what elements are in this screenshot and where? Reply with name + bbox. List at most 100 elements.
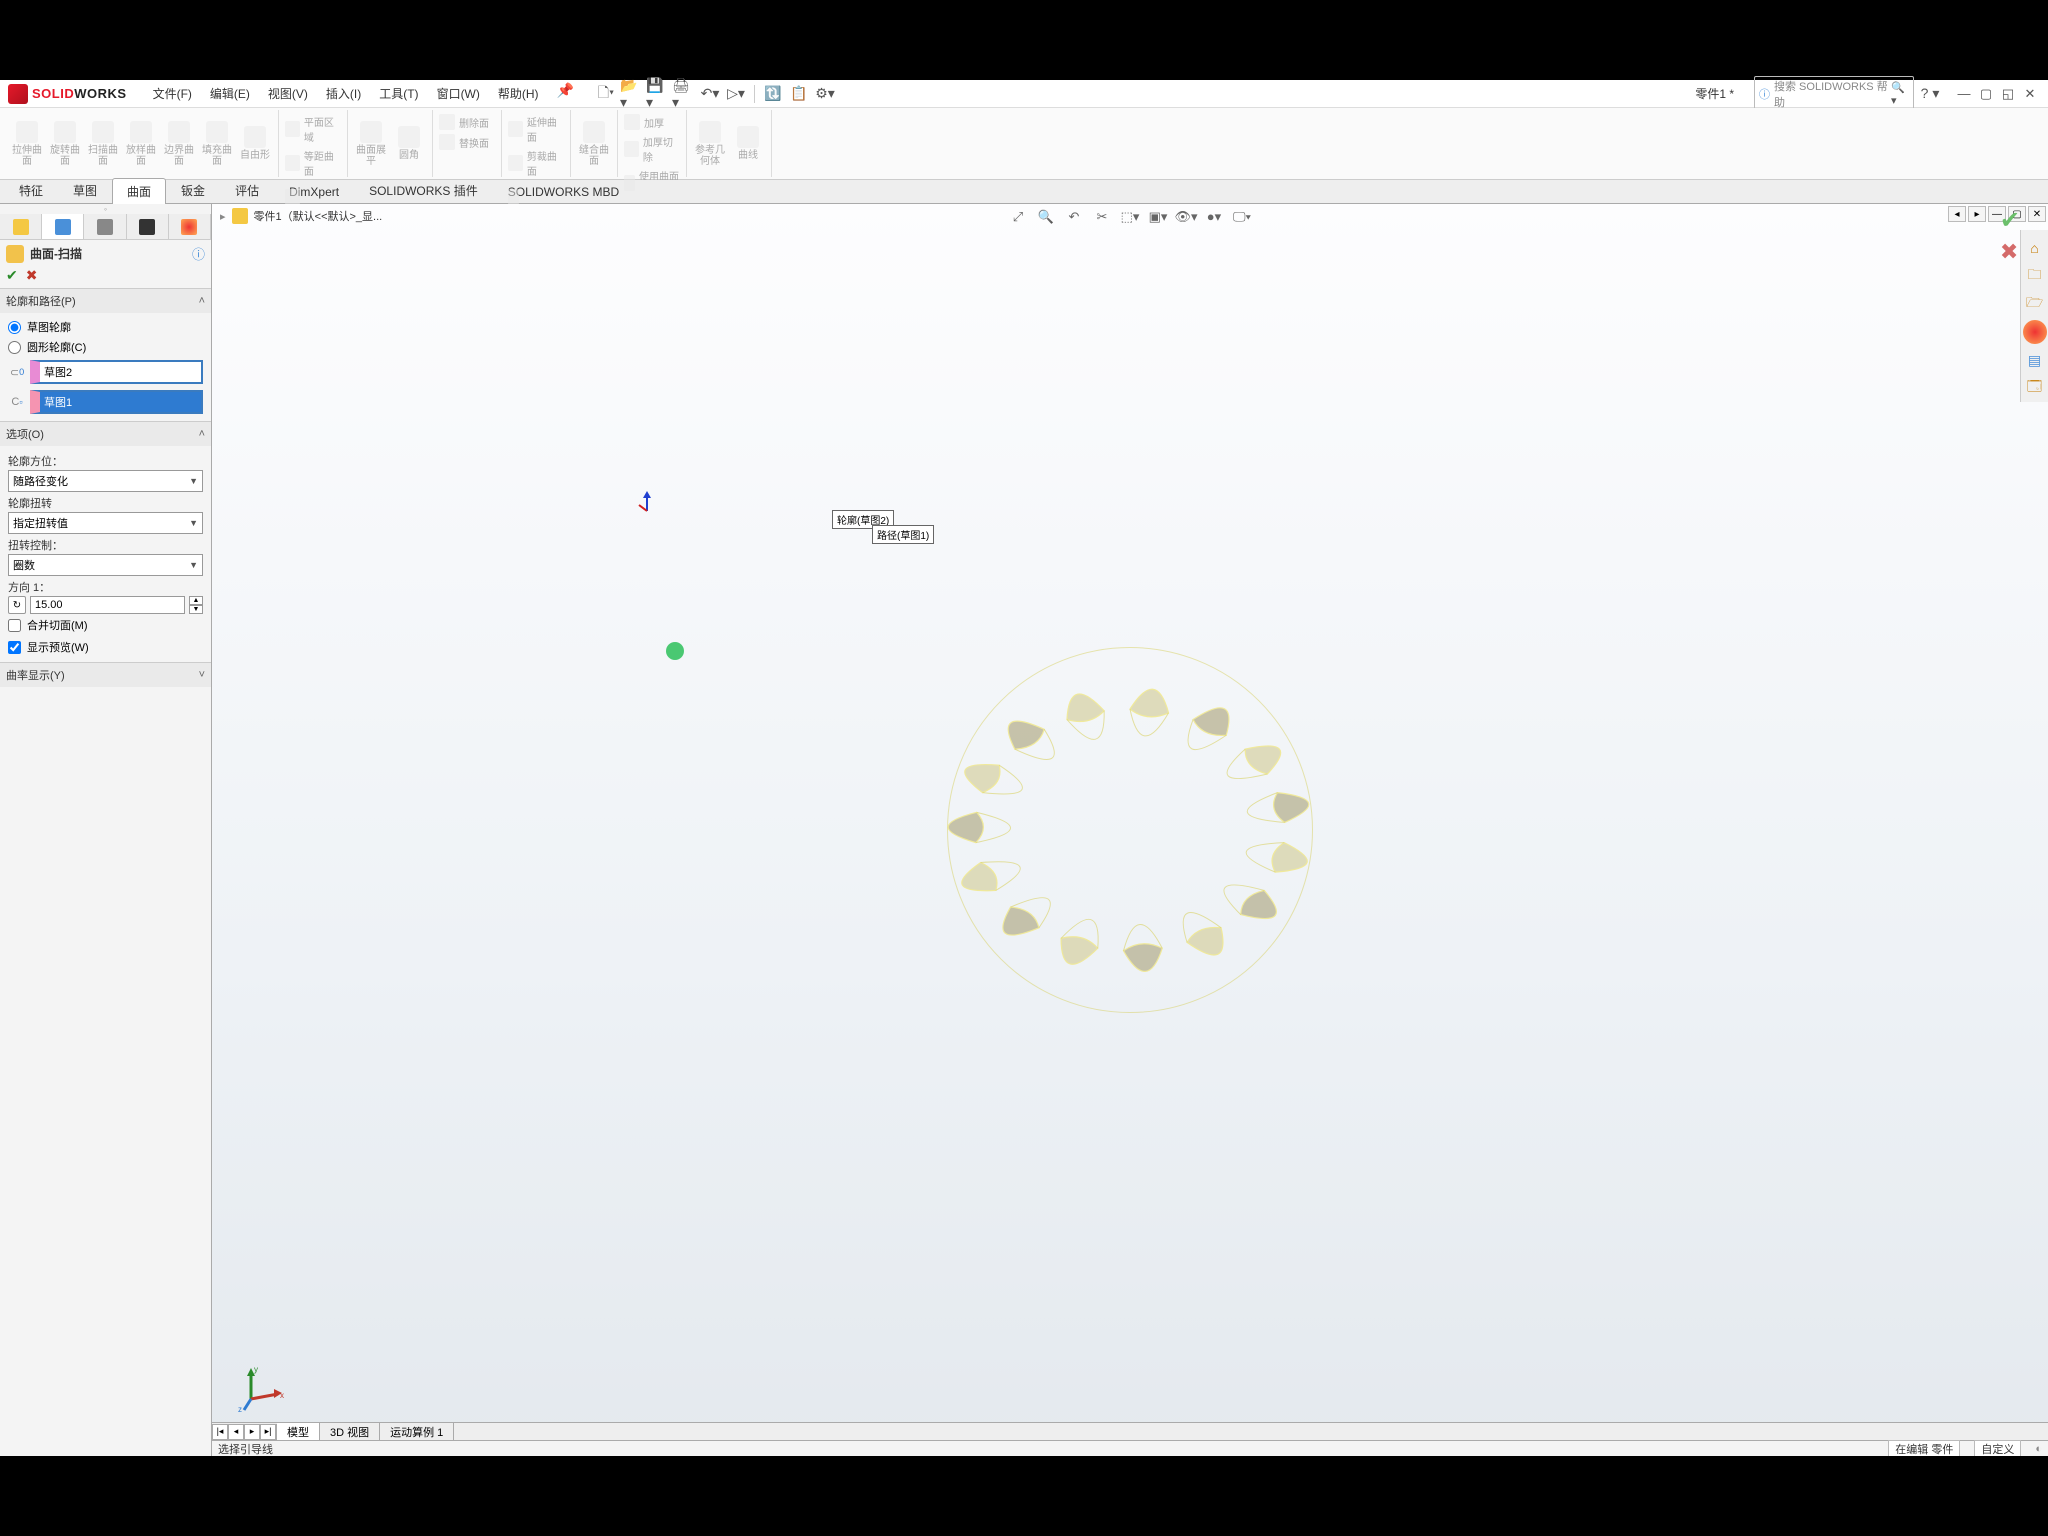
- rebuild-icon[interactable]: 🔃: [761, 83, 785, 105]
- ribbon-filled-surface[interactable]: 填充曲面: [198, 110, 236, 177]
- select-icon[interactable]: ▷▾: [724, 83, 748, 105]
- view-orient-icon[interactable]: ⬚▾: [1117, 206, 1143, 228]
- ribbon-swept-surface[interactable]: 扫描曲面: [84, 110, 122, 177]
- ribbon-planar-surface[interactable]: 平面区域: [285, 112, 341, 146]
- tp-design-lib-icon[interactable]: 🗀: [2023, 264, 2047, 288]
- status-question-icon[interactable]: ◐: [2035, 1443, 2042, 1455]
- menu-edit[interactable]: 编辑(E): [202, 82, 258, 105]
- tp-file-explorer-icon[interactable]: 🗁: [2023, 292, 2047, 316]
- zoom-fit-icon[interactable]: ⤢: [1005, 206, 1031, 228]
- spin-direction1-input[interactable]: [30, 596, 185, 614]
- search-icon[interactable]: 🔍▾: [1891, 81, 1909, 107]
- options-icon[interactable]: ⚙▾: [813, 83, 837, 105]
- mdi-close[interactable]: ✕: [2028, 206, 2046, 222]
- ribbon-replace-face[interactable]: 替换面: [439, 132, 495, 152]
- breadcrumb-expand-icon[interactable]: ▸: [220, 210, 226, 223]
- bt-tab-3dview[interactable]: 3D 视图: [320, 1423, 380, 1441]
- tab-features[interactable]: 特征: [4, 177, 58, 203]
- view-triad-icon[interactable]: x y z: [236, 1364, 286, 1414]
- ribbon-thicken-cut[interactable]: 加厚切除: [624, 132, 680, 166]
- pm-tab-dimxpert[interactable]: [127, 214, 169, 239]
- path-field[interactable]: 草图1: [30, 390, 203, 414]
- ribbon-extend-surface[interactable]: 延伸曲面: [508, 112, 564, 146]
- ribbon-freeform[interactable]: 自由形: [236, 110, 274, 177]
- apply-scene-icon[interactable]: 🖵▾: [1229, 206, 1255, 228]
- pm-sec-head-profile-path[interactable]: 轮廓和路径(P) ˄: [0, 289, 211, 313]
- confirm-cancel-icon[interactable]: ✖: [2000, 239, 2020, 265]
- help-dropdown-icon[interactable]: ? ▾: [1918, 83, 1942, 105]
- graphics-viewport[interactable]: ▸ 零件1（默认<<默认>_显... ⤢ 🔍 ↶ ✂ ⬚▾ ▣▾ 👁▾ ●▾ 🖵…: [212, 204, 2048, 1456]
- pm-help-icon[interactable]: ⓘ: [192, 244, 205, 263]
- callout-path[interactable]: 路径(草图1): [872, 525, 934, 544]
- check-show-preview[interactable]: 显示预览(W): [8, 636, 203, 658]
- restore-button[interactable]: ▢: [1976, 85, 1996, 103]
- pm-tab-config[interactable]: [84, 214, 126, 239]
- tab-evaluate[interactable]: 评估: [220, 177, 274, 203]
- open-icon[interactable]: 📂▾: [620, 83, 644, 105]
- menu-insert[interactable]: 插入(I): [318, 82, 369, 105]
- pm-tab-property-manager[interactable]: [42, 214, 84, 239]
- ribbon-extruded-surface[interactable]: 拉伸曲面: [8, 110, 46, 177]
- display-style-icon[interactable]: ▣▾: [1145, 206, 1171, 228]
- ribbon-revolved-surface[interactable]: 旋转曲面: [46, 110, 84, 177]
- minimize-button[interactable]: —: [1954, 85, 1974, 103]
- ribbon-trim-surface[interactable]: 剪裁曲面: [508, 146, 564, 180]
- ribbon-boundary-surface[interactable]: 边界曲面: [160, 110, 198, 177]
- ribbon-ref-geom[interactable]: 参考几何体: [691, 110, 729, 177]
- reverse-direction-icon[interactable]: ↻: [8, 596, 26, 614]
- mdi-next[interactable]: ▸: [1968, 206, 1986, 222]
- undo-icon[interactable]: ↶▾: [698, 83, 722, 105]
- menu-tools[interactable]: 工具(T): [371, 82, 426, 105]
- dd-profile-orientation[interactable]: 随路径变化▼: [8, 470, 203, 492]
- menu-view[interactable]: 视图(V): [260, 82, 316, 105]
- pm-tab-feature-tree[interactable]: [0, 214, 42, 239]
- help-search[interactable]: ⓘ 搜索 SOLIDWORKS 帮助 🔍▾: [1754, 76, 1914, 112]
- dd-profile-twist[interactable]: 指定扭转值▼: [8, 512, 203, 534]
- zoom-area-icon[interactable]: 🔍: [1033, 206, 1059, 228]
- ribbon-fillet[interactable]: 圆角: [390, 110, 428, 177]
- radio-sketch-profile[interactable]: 草图轮廓: [8, 317, 203, 337]
- ribbon-curves[interactable]: 曲线: [729, 110, 767, 177]
- new-icon[interactable]: 🗋▾: [594, 83, 618, 105]
- pm-sec-head-curvature[interactable]: 曲率显示(Y) ˅: [0, 663, 211, 687]
- confirm-ok-icon[interactable]: ✔: [2000, 206, 2020, 235]
- pm-tab-display[interactable]: [169, 214, 211, 239]
- spin-up[interactable]: ▲: [189, 596, 203, 605]
- bt-nav-first[interactable]: |◂: [212, 1424, 228, 1440]
- spin-down[interactable]: ▼: [189, 605, 203, 614]
- tab-sketch[interactable]: 草图: [58, 177, 112, 203]
- save-icon[interactable]: 💾▾: [646, 83, 670, 105]
- ribbon-flatten[interactable]: 曲面展平: [352, 110, 390, 177]
- pm-cancel-button[interactable]: ✖: [26, 267, 38, 284]
- pin-menu-icon[interactable]: 📌: [557, 82, 574, 105]
- bt-nav-next[interactable]: ▸: [244, 1424, 260, 1440]
- dd-twist-control[interactable]: 圈数▼: [8, 554, 203, 576]
- prev-view-icon[interactable]: ↶: [1061, 206, 1087, 228]
- ribbon-lofted-surface[interactable]: 放样曲面: [122, 110, 160, 177]
- pm-ok-button[interactable]: ✔: [6, 267, 18, 284]
- doc-props-icon[interactable]: 📋: [787, 83, 811, 105]
- close-button[interactable]: ✕: [2020, 85, 2040, 103]
- profile-field[interactable]: 草图2: [30, 360, 203, 384]
- menu-help[interactable]: 帮助(H): [490, 82, 547, 105]
- tp-custom-props-icon[interactable]: 🗔: [2023, 376, 2047, 400]
- feature-breadcrumb[interactable]: ▸ 零件1（默认<<默认>_显...: [220, 208, 382, 224]
- hide-show-icon[interactable]: 👁▾: [1173, 206, 1199, 228]
- tab-surfaces[interactable]: 曲面: [112, 178, 166, 204]
- bt-tab-model[interactable]: 模型: [277, 1423, 320, 1441]
- bt-tab-motion1[interactable]: 运动算例 1: [380, 1423, 454, 1441]
- ribbon-thicken[interactable]: 加厚: [624, 112, 680, 132]
- mdi-prev[interactable]: ◂: [1948, 206, 1966, 222]
- tab-sw-addins[interactable]: SOLIDWORKS 插件: [354, 177, 493, 203]
- ribbon-offset-surface[interactable]: 等距曲面: [285, 146, 341, 180]
- maximize-button[interactable]: ◱: [1998, 85, 2018, 103]
- edit-appearance-icon[interactable]: ●▾: [1201, 206, 1227, 228]
- menu-window[interactable]: 窗口(W): [429, 82, 488, 105]
- tab-sheetmetal[interactable]: 钣金: [166, 177, 220, 203]
- pm-sec-head-options[interactable]: 选项(O) ˄: [0, 422, 211, 446]
- tp-appearances-icon[interactable]: ▤: [2023, 348, 2047, 372]
- tp-home-icon[interactable]: ⌂: [2023, 236, 2047, 260]
- tp-view-palette-icon[interactable]: [2023, 320, 2047, 344]
- radio-circular-profile[interactable]: 圆形轮廓(C): [8, 337, 203, 357]
- bt-nav-last[interactable]: ▸|: [260, 1424, 276, 1440]
